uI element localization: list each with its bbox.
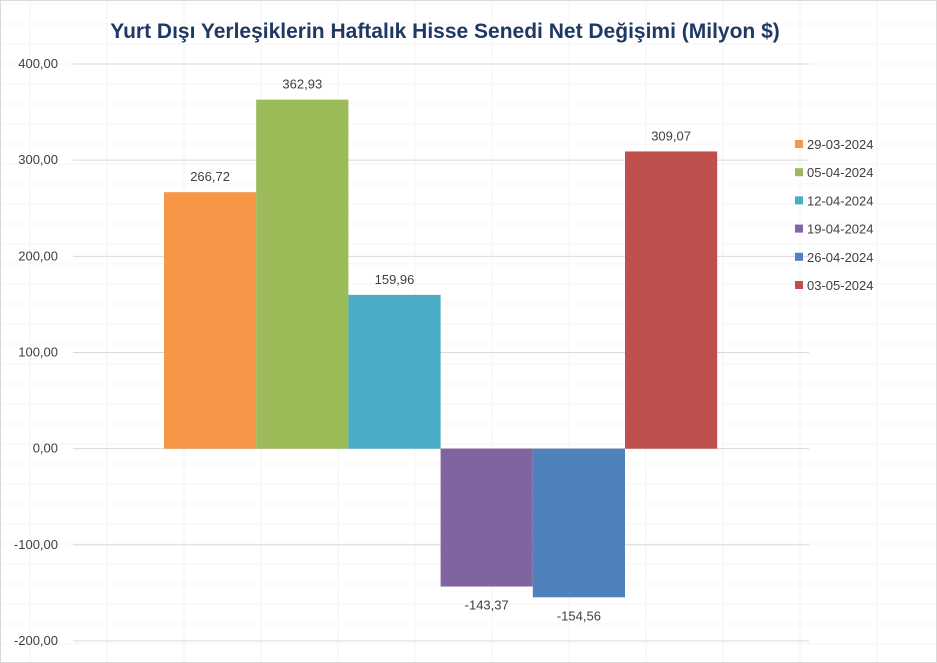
legend-label: 05-04-2024: [807, 165, 874, 180]
chart-title: Yurt Dışı Yerleşiklerin Haftalık Hisse S…: [110, 20, 780, 43]
legend-item: 26-04-2024: [795, 250, 874, 265]
legend-label: 29-03-2024: [807, 137, 874, 152]
legend-swatch: [795, 281, 803, 289]
legend: 29-03-2024 05-04-2024 12-04-2024 19-04-2024…: [795, 137, 874, 293]
legend-swatch: [795, 196, 803, 205]
y-tick-label: 200,00: [18, 248, 58, 263]
bar-12-04-2024: [348, 294, 441, 449]
bar-03-05-2024: [625, 151, 718, 449]
y-tick-label: 0,00: [33, 441, 58, 456]
bar-26-04-2024: [532, 448, 625, 598]
data-label: -143,37: [465, 598, 509, 613]
y-tick-label: 400,00: [18, 56, 58, 71]
legend-label: 26-04-2024: [807, 250, 874, 265]
y-tick-label: -200,00: [14, 633, 58, 648]
legend-swatch: [795, 224, 803, 233]
data-labels: 266,72 362,93 159,96 -143,37 -154,56 309,07: [190, 77, 691, 624]
legend-label: 03-05-2024: [807, 278, 874, 293]
data-label: 266,72: [190, 169, 230, 184]
legend-item: 03-05-2024: [795, 278, 874, 293]
bar-29-03-2024: [164, 192, 257, 449]
legend-item: 19-04-2024: [795, 222, 874, 237]
data-label: 159,96: [375, 272, 415, 287]
legend-item: 29-03-2024: [795, 137, 874, 152]
bar-19-04-2024: [440, 448, 533, 587]
y-tick-label: 100,00: [18, 345, 58, 360]
legend-item: 05-04-2024: [795, 165, 874, 180]
legend-label: 12-04-2024: [807, 193, 874, 208]
bar-05-04-2024: [256, 99, 349, 449]
legend-swatch: [795, 168, 803, 177]
y-axis: 400,00 300,00 200,00 100,00 0,00 -100,00 -200,…: [14, 56, 58, 648]
legend-item: 12-04-2024: [795, 193, 874, 208]
data-label: 362,93: [282, 77, 322, 92]
y-tick-label: 300,00: [18, 152, 58, 167]
data-label: -154,56: [557, 608, 601, 623]
legend-swatch: [795, 252, 803, 261]
data-label: 309,07: [651, 128, 691, 143]
legend-swatch: [795, 140, 803, 148]
bars: [164, 99, 718, 598]
y-tick-label: -100,00: [14, 537, 58, 552]
legend-label: 19-04-2024: [807, 222, 874, 237]
